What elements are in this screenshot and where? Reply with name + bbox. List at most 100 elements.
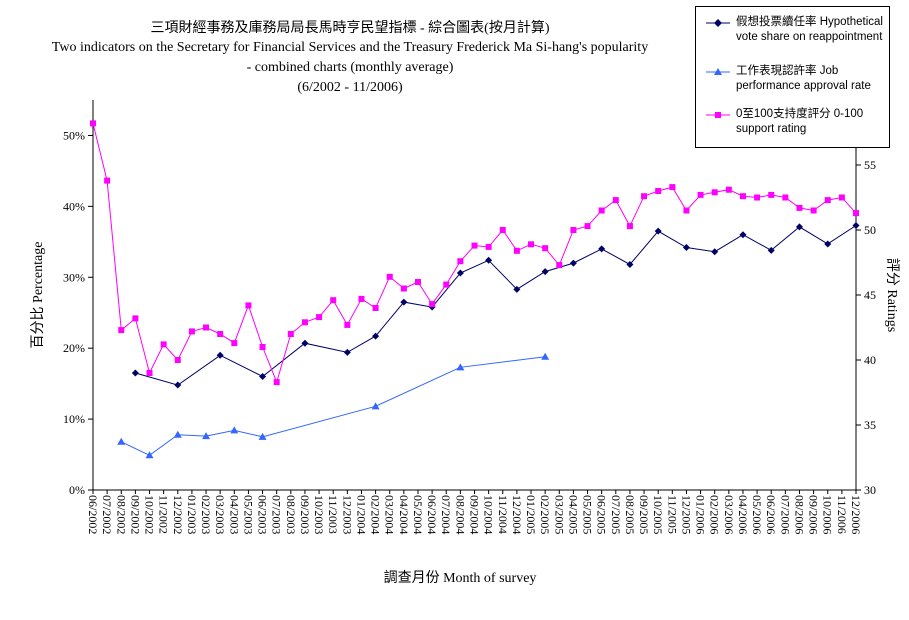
data-point-diamond bbox=[626, 261, 634, 269]
data-point-diamond bbox=[372, 332, 380, 340]
data-point-square bbox=[273, 379, 280, 386]
data-point-diamond bbox=[400, 298, 408, 306]
series-triangle bbox=[117, 352, 550, 459]
data-point-diamond bbox=[598, 245, 606, 253]
data-point-triangle bbox=[173, 430, 182, 438]
x-tick-label: 04/2004 bbox=[397, 495, 411, 534]
data-point-square bbox=[344, 321, 351, 328]
data-point-square bbox=[697, 191, 704, 198]
data-point-diamond bbox=[541, 268, 549, 276]
x-tick-label: 03/2006 bbox=[722, 495, 736, 534]
data-point-square bbox=[146, 370, 153, 376]
chart-subtitle-line-3: (6/2002 - 11/2006) bbox=[297, 80, 403, 95]
data-point-square bbox=[301, 319, 308, 326]
data-point-diamond bbox=[456, 269, 464, 277]
data-point-square bbox=[725, 186, 732, 193]
data-point-diamond bbox=[682, 243, 690, 251]
data-point-square bbox=[316, 314, 323, 321]
data-point-square bbox=[471, 242, 478, 249]
y-right-tick-label: 40 bbox=[864, 353, 876, 367]
data-point-square bbox=[782, 194, 789, 201]
x-tick-label: 11/2002 bbox=[157, 495, 171, 534]
data-point-square bbox=[217, 331, 224, 337]
x-tick-label: 07/2005 bbox=[609, 495, 623, 534]
x-tick-label: 11/2004 bbox=[496, 495, 510, 534]
x-tick-label: 01/2005 bbox=[524, 495, 538, 534]
data-point-square bbox=[231, 340, 238, 347]
series-line bbox=[121, 356, 546, 456]
series-layer bbox=[90, 120, 860, 459]
data-point-square bbox=[414, 279, 421, 285]
data-point-square bbox=[188, 328, 195, 335]
data-point-square bbox=[838, 194, 845, 201]
y-right-tick-label: 35 bbox=[864, 418, 876, 432]
data-point-triangle bbox=[456, 363, 465, 371]
data-point-square bbox=[711, 189, 718, 196]
x-tick-label: 03/2004 bbox=[383, 495, 397, 534]
x-tick-label: 01/2004 bbox=[354, 495, 368, 534]
chart-subtitle-line-1: Two indicators on the Secretary for Fina… bbox=[51, 40, 649, 55]
y-left-tick-label: 0% bbox=[69, 483, 85, 497]
series-square bbox=[90, 120, 859, 386]
data-point-square bbox=[118, 327, 125, 334]
y-left-tick-label: 40% bbox=[63, 199, 85, 213]
x-tick-label: 09/2004 bbox=[468, 495, 482, 534]
data-point-square bbox=[358, 295, 365, 302]
legend: 假想投票續任率 Hypothetical vote share on reapp… bbox=[695, 6, 890, 148]
x-tick-label: 08/2006 bbox=[792, 495, 806, 534]
x-tick-label: 10/2002 bbox=[143, 495, 157, 534]
x-tick-label: 12/2003 bbox=[340, 495, 354, 534]
data-point-square bbox=[330, 297, 337, 304]
data-point-triangle bbox=[202, 432, 211, 440]
data-point-diamond bbox=[301, 339, 309, 347]
data-point-square bbox=[259, 344, 266, 350]
x-tick-label: 12/2006 bbox=[849, 495, 863, 534]
y-left-tick-label: 10% bbox=[63, 412, 85, 426]
data-point-square bbox=[641, 193, 648, 200]
legend-triangle-icon bbox=[706, 68, 730, 75]
data-point-square bbox=[443, 281, 450, 288]
x-tick-label: 11/2005 bbox=[665, 495, 679, 534]
data-point-square bbox=[245, 302, 252, 309]
x-tick-label: 09/2006 bbox=[807, 495, 821, 534]
x-tick-label: 10/2004 bbox=[482, 495, 496, 534]
y-left-tick-label: 30% bbox=[63, 270, 85, 284]
data-point-triangle bbox=[145, 451, 154, 459]
data-point-triangle bbox=[371, 402, 380, 410]
x-tick-label: 06/2005 bbox=[595, 495, 609, 534]
data-point-diamond bbox=[852, 222, 860, 230]
data-point-square bbox=[104, 177, 111, 184]
data-point-square bbox=[739, 193, 746, 200]
x-tick-label: 02/2005 bbox=[538, 495, 552, 534]
x-tick-label: 07/2004 bbox=[439, 495, 453, 534]
x-tick-label: 09/2003 bbox=[298, 495, 312, 534]
chart-subtitle-line-2: - combined charts (monthly average) bbox=[246, 60, 454, 75]
data-point-square bbox=[824, 197, 831, 204]
y-right-tick-label: 30 bbox=[864, 483, 876, 497]
data-point-square bbox=[386, 273, 393, 280]
legend-square-icon bbox=[706, 112, 730, 118]
data-point-square bbox=[655, 188, 662, 194]
x-tick-label: 10/2006 bbox=[821, 495, 835, 534]
data-point-triangle bbox=[541, 352, 550, 360]
y-right-tick-label: 50 bbox=[864, 223, 876, 237]
data-point-square bbox=[528, 241, 535, 248]
data-point-diamond bbox=[795, 223, 803, 231]
data-point-diamond bbox=[513, 285, 521, 293]
data-point-square bbox=[372, 305, 379, 311]
data-point-square bbox=[287, 331, 294, 337]
legend-label-rating: 0至100支持度評分 0-100 support rating bbox=[736, 108, 864, 135]
data-point-square bbox=[754, 194, 761, 201]
x-tick-label: 08/2002 bbox=[114, 495, 128, 534]
data-point-square bbox=[90, 120, 96, 127]
x-tick-label: 05/2005 bbox=[581, 495, 595, 534]
data-point-diamond bbox=[174, 381, 182, 389]
data-point-diamond bbox=[654, 227, 662, 235]
data-point-square bbox=[513, 247, 520, 254]
data-point-square bbox=[598, 207, 605, 214]
x-tick-label: 01/2003 bbox=[185, 495, 199, 534]
x-tick-label: 02/2006 bbox=[708, 495, 722, 534]
data-point-diamond bbox=[216, 351, 224, 359]
x-tick-label: 07/2002 bbox=[100, 495, 114, 534]
x-tick-label: 09/2002 bbox=[128, 495, 142, 534]
